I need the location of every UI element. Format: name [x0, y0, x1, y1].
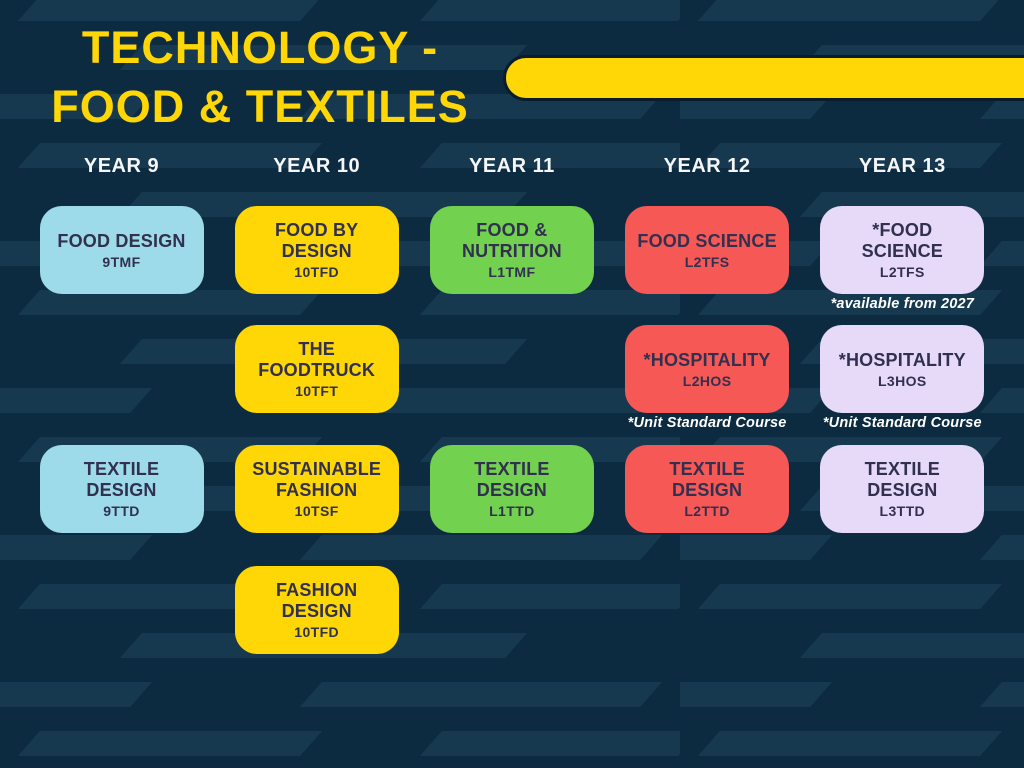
- title-accent-bar: [503, 55, 1024, 101]
- course-card-l2hos: *HOSPITALITY L2HOS: [625, 325, 790, 413]
- course-card-l3hos: *HOSPITALITY L3HOS: [820, 325, 985, 413]
- course-code: L1TTD: [489, 503, 535, 519]
- column-header-year-12: YEAR 12: [663, 155, 751, 177]
- course-code: L2TTD: [684, 503, 730, 519]
- course-footnote: *Unit Standard Course: [627, 415, 787, 431]
- course-name: TEXTILE DESIGN: [669, 459, 745, 500]
- course-card-l3ttd: TEXTILE DESIGN L3TTD: [820, 445, 985, 533]
- course-card-9tmf: FOOD DESIGN 9TMF: [39, 206, 204, 294]
- course-card-10tsf: SUSTAINABLE FASHION 10TSF: [234, 445, 399, 533]
- page-title: TECHNOLOGY - FOOD & TEXTILES: [10, 18, 510, 136]
- course-name: FOOD SCIENCE: [637, 230, 777, 251]
- course-code: 9TMF: [102, 253, 141, 270]
- course-name: FASHION DESIGN: [275, 580, 358, 621]
- course-card-l2tfs: FOOD SCIENCE L2TFS: [625, 206, 790, 294]
- course-card-l1tmf: FOOD & NUTRITION L1TMF: [429, 206, 594, 294]
- year-column-10: YEAR 10 FOOD BY DESIGN 10TFD THE FOODTRUCK 1…: [219, 150, 414, 750]
- course-code: 10TFD: [294, 264, 340, 280]
- course-code: L2TFS: [684, 253, 730, 270]
- course-name: SUSTAINABLE FASHION: [252, 459, 382, 500]
- column-header-year-9: YEAR 9: [83, 155, 160, 177]
- course-code: 10TSF: [294, 503, 339, 519]
- course-code: L1TMF: [488, 264, 536, 280]
- course-card-10tft: THE FOODTRUCK 10TFT: [234, 325, 399, 413]
- year-column-13: YEAR 13 *FOOD SCIENCE L2TFS *available from…: [805, 150, 1000, 750]
- course-card-10tfd: FOOD BY DESIGN 10TFD: [234, 206, 399, 294]
- course-footnote: *available from 2027: [830, 296, 975, 312]
- course-name: *HOSPITALITY: [643, 349, 771, 370]
- course-card-9ttd: TEXTILE DESIGN 9TTD: [39, 445, 204, 533]
- course-card-l2tfs: *FOOD SCIENCE L2TFS: [820, 206, 985, 294]
- course-name: FOOD BY DESIGN: [274, 220, 359, 261]
- course-name: TEXTILE DESIGN: [864, 459, 940, 500]
- course-code: 10TFT: [295, 383, 339, 399]
- year-column-9: YEAR 9 FOOD DESIGN 9TMF TEXTILE DESIGN 9TTD: [24, 150, 219, 750]
- course-code: L3TTD: [879, 503, 926, 519]
- course-name: FOOD DESIGN: [57, 230, 186, 251]
- course-name: FOOD & NUTRITION: [461, 220, 562, 261]
- course-name: THE FOODTRUCK: [258, 339, 376, 380]
- year-columns: YEAR 9 FOOD DESIGN 9TMF TEXTILE DESIGN 9TTD Y…: [24, 150, 1000, 750]
- course-code: L2TFS: [879, 264, 925, 280]
- course-code: L2HOS: [682, 372, 732, 389]
- course-code: 9TTD: [103, 503, 140, 519]
- course-name: TEXTILE DESIGN: [474, 459, 550, 500]
- course-code: 10TFD: [294, 624, 340, 640]
- column-header-year-11: YEAR 11: [469, 155, 555, 177]
- course-name: TEXTILE DESIGN: [83, 459, 160, 500]
- course-card-10tfd: FASHION DESIGN 10TFD: [234, 566, 399, 654]
- course-footnote: *Unit Standard Course: [822, 415, 982, 431]
- year-column-11: YEAR 11 FOOD & NUTRITION L1TMF TEXTILE DESI…: [414, 150, 609, 750]
- course-card-l2ttd: TEXTILE DESIGN L2TTD: [625, 445, 790, 533]
- column-header-year-10: YEAR 10: [273, 155, 361, 177]
- course-name: *HOSPITALITY: [838, 349, 966, 370]
- course-card-l1ttd: TEXTILE DESIGN L1TTD: [429, 445, 594, 533]
- course-name: *FOOD SCIENCE: [861, 220, 943, 261]
- page-title-line-1: TECHNOLOGY -: [81, 22, 439, 73]
- year-column-12: YEAR 12 FOOD SCIENCE L2TFS *HOSPITALITY L2HO…: [610, 150, 805, 750]
- column-header-year-13: YEAR 13: [858, 155, 946, 177]
- course-code: L3HOS: [877, 372, 927, 389]
- page-title-line-2: FOOD & TEXTILES: [51, 81, 469, 132]
